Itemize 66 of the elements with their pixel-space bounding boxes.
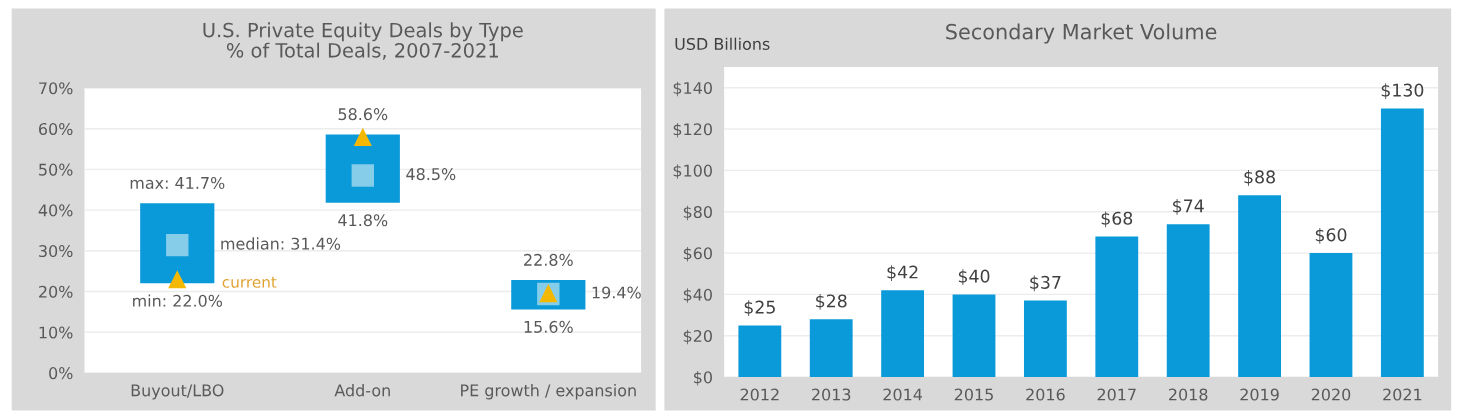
- x-tick-label: 2018: [1169, 388, 1208, 401]
- annotation: min: 22.0%: [133, 294, 223, 307]
- y-tick-label: 20%: [39, 285, 73, 298]
- bar: [1380, 108, 1424, 378]
- point: [168, 270, 187, 289]
- y-tick-label: $100: [673, 164, 712, 179]
- bar: [881, 290, 925, 378]
- bar: [738, 325, 782, 378]
- bar: [1023, 300, 1067, 378]
- y-tick-label: $0: [694, 371, 712, 386]
- y-tick-label: 40%: [38, 204, 73, 217]
- annotation: 48.5%: [406, 168, 456, 181]
- chart-subtitle: % of Total Deals, 2007-2021: [226, 42, 498, 60]
- data-label: $68: [1101, 211, 1133, 228]
- x-tick-label: Buyout/LBO: [131, 384, 224, 400]
- data-label: $88: [1244, 170, 1275, 186]
- y-tick-label: $140: [673, 81, 712, 97]
- annotation: 41.8%: [338, 214, 388, 227]
- y-tick-label: $80: [683, 205, 712, 221]
- y-tick-label: 30%: [39, 245, 73, 258]
- bar: [1238, 195, 1281, 378]
- y-tick-label: 0%: [49, 367, 73, 380]
- chart-title: U.S. Private Equity Deals by Type: [203, 22, 523, 42]
- annotation: max: 41.7%: [130, 176, 225, 189]
- x-tick-label: 2015: [954, 388, 993, 401]
- bar: [809, 319, 853, 378]
- bar: [952, 294, 996, 378]
- y-tick-label: 70%: [39, 82, 73, 95]
- y-axis-title: USD Billions: [675, 37, 770, 50]
- y-tick-label: $120: [673, 122, 712, 138]
- y-tick-label: 10%: [39, 326, 73, 339]
- x-tick-label: PE growth / expansion: [461, 384, 636, 400]
- x-tick-label: 2017: [1097, 388, 1136, 401]
- bar: [1166, 224, 1210, 378]
- y-tick-label: $40: [683, 288, 712, 303]
- annotation: 19.4%: [592, 286, 641, 299]
- y-tick-label: 60%: [39, 122, 73, 135]
- data-label: $25: [744, 300, 775, 317]
- x-tick-label: 2020: [1311, 388, 1351, 401]
- point: [353, 127, 372, 146]
- chart-title: Secondary Market Volume: [946, 23, 1217, 44]
- x-tick-label: 2021: [1383, 388, 1422, 401]
- data-label: $37: [1030, 275, 1061, 292]
- data-label: $28: [816, 294, 847, 310]
- annotation: median: 31.4%: [221, 237, 341, 250]
- y-tick-label: 50%: [39, 163, 73, 176]
- x-tick-label: 2014: [883, 388, 923, 401]
- annotation: 58.6%: [338, 108, 388, 121]
- data-label: $42: [887, 265, 918, 281]
- y-tick-label: $20: [683, 329, 712, 345]
- x-tick-label: 2012: [740, 388, 779, 401]
- text: current: [222, 276, 277, 288]
- x-tick-label: 2019: [1240, 388, 1279, 401]
- x-tick-label: 2013: [812, 388, 851, 401]
- bar: [1095, 236, 1139, 378]
- data-label: $60: [1315, 227, 1347, 244]
- data-label: $40: [958, 269, 990, 286]
- x-tick-label: Add-on: [334, 384, 390, 397]
- annotation: 15.6%: [524, 320, 573, 333]
- bar: [1309, 253, 1353, 378]
- annotation: 22.8%: [524, 253, 573, 266]
- x-tick-label: 2016: [1026, 388, 1065, 401]
- y-tick-label: $60: [683, 247, 712, 262]
- data-label: $74: [1173, 199, 1204, 215]
- data-label: $130: [1381, 83, 1424, 99]
- bar: [140, 203, 215, 284]
